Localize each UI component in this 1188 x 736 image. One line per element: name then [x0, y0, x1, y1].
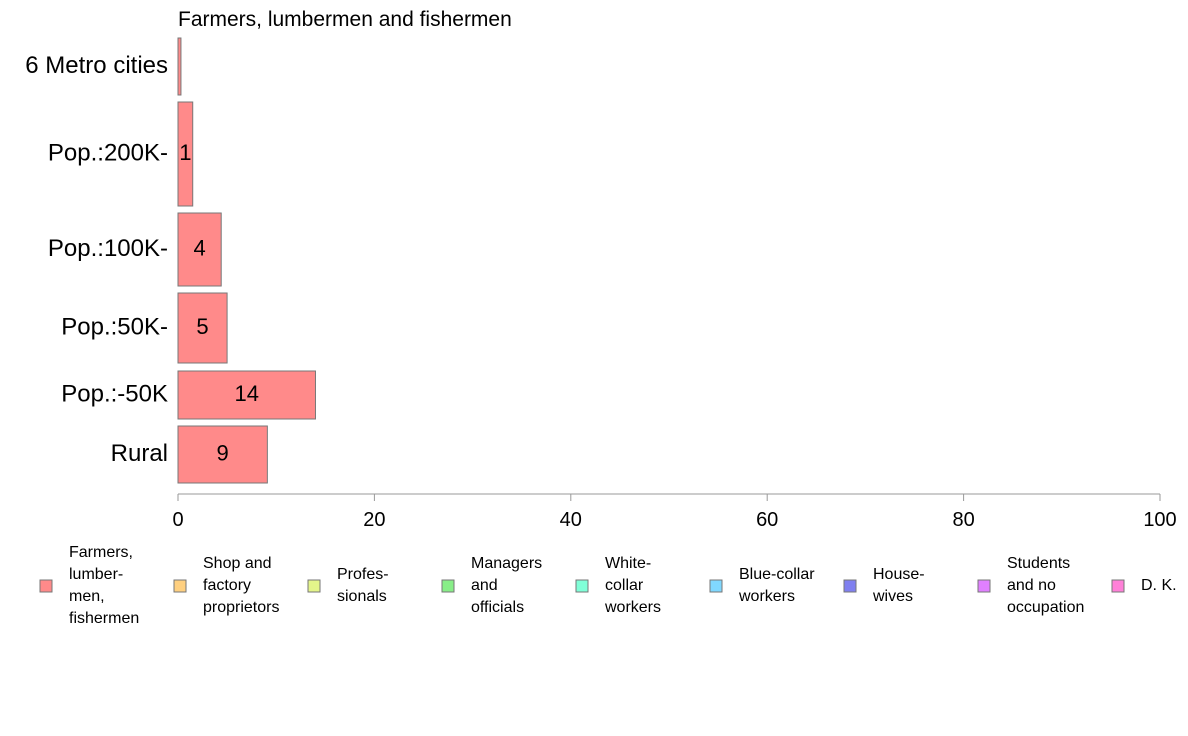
legend-label: wives	[872, 588, 913, 605]
legend-item: Students and no occupation	[977, 555, 1084, 616]
x-tick-label: 20	[363, 509, 385, 531]
bar	[177, 425, 268, 484]
legend-swatch	[441, 579, 455, 593]
legend-item: House-wives	[843, 566, 925, 605]
chart-title: Farmers, lumbermen and fishermen	[178, 8, 512, 31]
category-label: Pop.:100K-	[48, 235, 168, 262]
category-label: Rural	[111, 440, 168, 467]
data-label: 4	[193, 235, 205, 260]
data-label: 9	[217, 440, 229, 465]
legend-item: White-collar workers	[575, 555, 661, 616]
legend-swatch	[977, 579, 991, 593]
x-tick-label: 0	[172, 509, 183, 531]
legend-label: lumber-	[69, 566, 123, 583]
legend-label: occupation	[1007, 599, 1084, 616]
legend-swatch	[709, 579, 723, 593]
legend-label: fishermen	[69, 610, 139, 627]
legend-swatch	[39, 579, 53, 593]
legend-item: Farmers, lumber-men, fishermen	[39, 544, 139, 627]
bar	[177, 212, 222, 287]
bar	[177, 101, 194, 207]
legend-item: Profes-sionals	[307, 566, 389, 605]
x-axis: 0 20 40 60 80 100	[172, 493, 1177, 531]
bar	[177, 292, 228, 364]
category-labels: 6 Metro cities Pop.:200K- Pop.:100K- Pop.:5…	[25, 52, 168, 467]
legend-swatch	[173, 579, 187, 593]
category-label: Pop.:200K-	[48, 139, 168, 166]
legend-label: factory	[203, 577, 251, 594]
legend-label: Farmers,	[69, 544, 133, 561]
legend-label: Shop and	[203, 555, 272, 572]
bar	[177, 37, 182, 96]
legend-label: officials	[471, 599, 524, 616]
legend-label: workers	[738, 588, 795, 605]
legend-item: Shop and factory proprietors	[173, 555, 279, 616]
legend-item: Blue-collar workers	[709, 566, 815, 605]
legend-swatch	[575, 579, 589, 593]
x-tick-label: 40	[560, 509, 582, 531]
legend-label: White-	[605, 555, 651, 572]
legend-item: Managers and officials	[441, 555, 542, 616]
x-tick-label: 60	[756, 509, 778, 531]
category-label: Pop.:-50K	[61, 380, 168, 407]
category-label: Pop.:50K-	[61, 313, 168, 340]
legend-label: proprietors	[203, 599, 279, 616]
legend-label: Blue-collar	[739, 566, 815, 583]
data-label: 14	[234, 381, 258, 406]
legend-item: D. K.	[1111, 577, 1177, 594]
legend-label: sionals	[337, 588, 387, 605]
legend-label: workers	[604, 599, 661, 616]
legend-label: men,	[69, 588, 105, 605]
x-tick-label: 100	[1143, 509, 1176, 531]
legend-swatch	[1111, 579, 1125, 593]
data-label: 1	[179, 140, 191, 165]
legend-swatch	[307, 579, 321, 593]
legend-label: D. K.	[1141, 577, 1177, 594]
legend-label: and no	[1007, 577, 1056, 594]
legend-label: collar	[605, 577, 644, 594]
category-label: 6 Metro cities	[25, 52, 168, 79]
legend-label: Students	[1007, 555, 1070, 572]
legend-label: Managers	[471, 555, 542, 572]
data-label: 5	[196, 314, 208, 339]
legend-label: House-	[873, 566, 925, 583]
bar	[177, 370, 316, 420]
legend-swatch	[843, 579, 857, 593]
legend: Farmers, lumber-men, fishermen Shop and fact…	[39, 544, 1177, 627]
x-tick-label: 80	[952, 509, 974, 531]
legend-label: and	[471, 577, 498, 594]
legend-label: Profes-	[337, 566, 389, 583]
